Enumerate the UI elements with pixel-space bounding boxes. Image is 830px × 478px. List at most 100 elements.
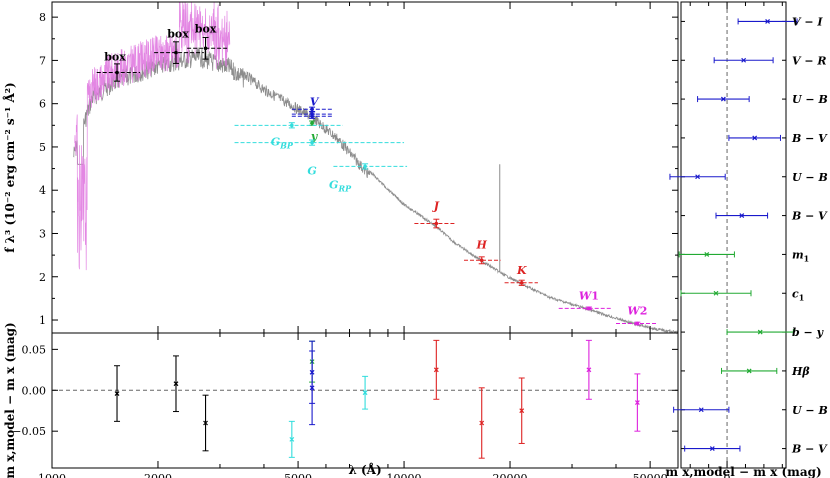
y-tick-label: 7 (39, 54, 46, 67)
data-marker (310, 107, 314, 112)
band-label: K (516, 264, 527, 277)
x-tick-label: 5000 (284, 472, 312, 478)
color-label: U − B (792, 93, 828, 106)
band-label: GBP (271, 135, 294, 150)
photometric-point: W2 (616, 304, 657, 326)
y-tick-label: 3 (39, 227, 46, 240)
color-residual-row: B − V (681, 443, 828, 456)
data-marker (114, 391, 120, 396)
color-residual-row: Hβ (681, 365, 810, 378)
data-marker (757, 329, 763, 335)
residual-point (518, 377, 525, 444)
color-label: c1 (792, 287, 804, 302)
photometric-point: GBP (234, 122, 343, 150)
band-label: H (476, 238, 488, 251)
photometric-point: H (463, 238, 501, 265)
residual-point (202, 394, 209, 452)
observed-uv-spectrum (74, 1, 231, 271)
data-marker (289, 436, 295, 442)
data-marker (203, 420, 208, 426)
data-marker (587, 306, 591, 311)
residual-panel: 1000 2000 5000 10000 20000 50000 −0.05 0.00 0.05… (3, 322, 679, 478)
band-label: box (167, 28, 189, 41)
color-label: U − B (792, 171, 828, 184)
color-label: V − R (792, 54, 827, 67)
residual-point (288, 420, 295, 458)
data-marker (479, 420, 485, 426)
data-marker (434, 221, 439, 226)
data-marker (203, 46, 208, 51)
residual-point (309, 350, 316, 426)
data-marker (720, 96, 726, 102)
color-residual-panel: 0m x,model − m x (mag) V − I V − R U − B B −… (665, 1, 828, 478)
data-marker (704, 251, 710, 257)
data-marker (310, 121, 314, 125)
band-label: W2 (627, 304, 647, 317)
photometric-point: K (504, 264, 538, 286)
data-marker (713, 290, 719, 296)
color-label: V − I (792, 15, 823, 28)
photometric-point: box (96, 51, 141, 82)
residual-point (478, 387, 485, 459)
color-label: B − V (791, 132, 828, 145)
data-marker (746, 368, 752, 374)
photometric-point: box (187, 22, 228, 60)
data-marker (362, 390, 368, 396)
residual-point (433, 339, 440, 400)
data-marker (709, 446, 715, 452)
residual-point (362, 375, 369, 410)
data-marker (698, 407, 704, 413)
y-axis-label: f λ³ (10⁻² erg cm⁻² s⁻¹ Å²) (2, 82, 17, 252)
photometric-point: V (291, 95, 334, 112)
x-tick-label: 20000 (493, 472, 528, 478)
color-residual-row: c1 (680, 287, 804, 302)
x-tick-label: 1000 (38, 472, 66, 478)
x-tick-label: 2000 (144, 472, 172, 478)
color-x-label: m x,model − m x (mag) (665, 465, 821, 478)
color-residual-row: U − B (681, 93, 828, 106)
residual-point (634, 373, 641, 432)
data-marker (635, 321, 640, 326)
photometric-point: J (414, 200, 456, 229)
data-marker (741, 57, 747, 63)
band-label: G (307, 165, 316, 178)
color-frame (680, 1, 787, 469)
band-label: box (104, 51, 126, 64)
band-label: y (310, 130, 319, 143)
data-marker (634, 400, 640, 405)
data-marker (115, 70, 119, 75)
color-label: Hβ (791, 365, 810, 378)
x-tick-label: 0 (724, 472, 731, 478)
color-residual-row: V − R (681, 54, 827, 67)
band-label: W1 (579, 289, 599, 302)
photometric-point: G (234, 139, 405, 178)
color-residual-row: U − B (673, 404, 828, 417)
y-tick-label: 0.05 (22, 343, 47, 356)
data-marker (479, 258, 484, 263)
data-marker (765, 18, 771, 24)
color-label: B − V (791, 210, 828, 223)
photometric-point: W1 (558, 289, 613, 311)
y-tick-label: 0.00 (22, 384, 47, 397)
model-spectrum (73, 47, 679, 335)
band-label: J (432, 200, 440, 213)
data-marker (363, 164, 367, 169)
x-tick-label: 10000 (387, 472, 422, 478)
data-marker (695, 174, 701, 180)
data-marker (310, 114, 314, 119)
data-marker (173, 381, 179, 387)
data-marker (433, 367, 439, 373)
y-tick-label: 2 (39, 271, 46, 284)
color-label: b − y (792, 326, 825, 339)
x-tick-label: 50000 (633, 472, 668, 478)
data-marker (310, 140, 314, 145)
color-residual-row: B − V (681, 132, 828, 145)
color-residual-row: B − V (681, 210, 828, 223)
color-label: B − V (791, 443, 828, 456)
y-tick-label: 6 (39, 98, 46, 111)
residual-point (585, 339, 592, 400)
data-marker (752, 135, 758, 141)
data-marker (519, 408, 525, 414)
color-label: U − B (792, 404, 828, 417)
